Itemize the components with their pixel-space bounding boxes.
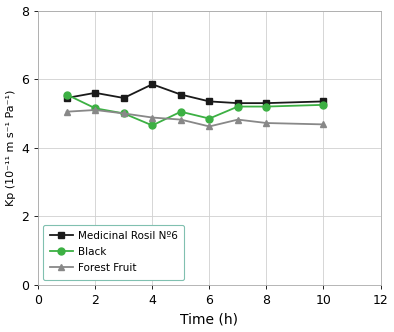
Legend: Medicinal Rosil Nº6, Black, Forest Fruit: Medicinal Rosil Nº6, Black, Forest Fruit xyxy=(43,225,184,280)
Line: Black: Black xyxy=(63,91,327,129)
Black xyxy=(207,117,212,121)
Line: Medicinal Rosil Nº6: Medicinal Rosil Nº6 xyxy=(63,81,327,107)
Black xyxy=(150,124,155,127)
Medicinal Rosil Nº6 xyxy=(150,82,155,86)
Medicinal Rosil Nº6 xyxy=(321,99,326,103)
Black xyxy=(121,112,126,116)
Black xyxy=(264,105,269,109)
Medicinal Rosil Nº6 xyxy=(93,91,98,95)
Black xyxy=(321,103,326,107)
Y-axis label: Kp (10⁻¹¹ m s⁻¹ Pa⁻¹): Kp (10⁻¹¹ m s⁻¹ Pa⁻¹) xyxy=(6,90,15,206)
Forest Fruit xyxy=(178,118,183,122)
Forest Fruit xyxy=(236,118,240,122)
Medicinal Rosil Nº6 xyxy=(207,99,212,103)
Forest Fruit xyxy=(64,110,69,114)
Medicinal Rosil Nº6 xyxy=(178,93,183,97)
Medicinal Rosil Nº6 xyxy=(236,101,240,105)
Medicinal Rosil Nº6 xyxy=(264,101,269,105)
Medicinal Rosil Nº6 xyxy=(121,96,126,100)
Black xyxy=(93,106,98,110)
Forest Fruit xyxy=(150,116,155,120)
Medicinal Rosil Nº6 xyxy=(64,96,69,100)
Line: Forest Fruit: Forest Fruit xyxy=(63,107,327,130)
Forest Fruit xyxy=(93,108,98,112)
Forest Fruit xyxy=(264,121,269,125)
Forest Fruit xyxy=(321,123,326,126)
Black xyxy=(178,110,183,114)
Forest Fruit xyxy=(207,124,212,128)
Forest Fruit xyxy=(121,112,126,116)
Black xyxy=(236,105,240,109)
X-axis label: Time (h): Time (h) xyxy=(180,312,238,326)
Black xyxy=(64,93,69,97)
